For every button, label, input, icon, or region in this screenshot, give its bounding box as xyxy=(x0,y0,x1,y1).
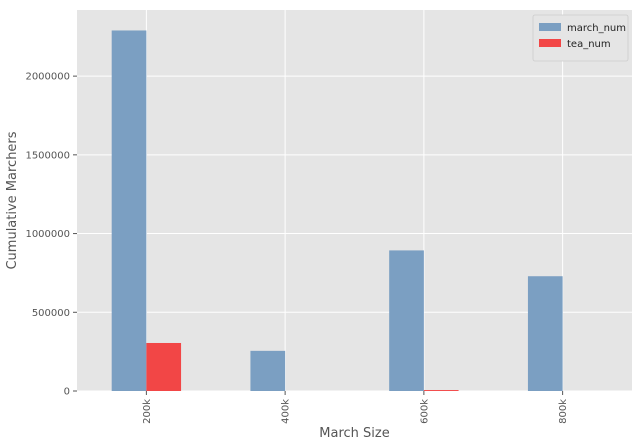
x-axis-label: March Size xyxy=(319,426,389,441)
bar-march_num-400k xyxy=(250,350,286,391)
y-axis-label: Cumulative Marchers xyxy=(5,131,20,269)
legend-swatch-tea_num xyxy=(539,39,561,47)
legend: march_num tea_num xyxy=(532,14,629,62)
x-tick-label: 600k xyxy=(419,399,430,424)
y-tick-label: 1000000 xyxy=(25,229,70,240)
bar-tea_num-200k xyxy=(146,342,182,391)
x-tick-label: 800k xyxy=(558,399,569,424)
y-tick-label: 500000 xyxy=(32,308,70,319)
legend-box xyxy=(532,14,629,62)
y-tick-label: 2000000 xyxy=(25,72,70,83)
x-tick-label: 400k xyxy=(281,399,292,424)
y-tick-label: 1500000 xyxy=(25,150,70,161)
legend-label-march_num: march_num xyxy=(567,23,626,34)
y-axis-ticks: 0 500000 1000000 1500000 2000000 xyxy=(25,72,77,398)
bars xyxy=(111,30,563,391)
x-axis-ticks: 200k 400k 600k 800k xyxy=(142,391,569,424)
bar-march_num-200k xyxy=(111,30,147,391)
bar-march_num-600k xyxy=(389,250,424,391)
bar-march_num-800k xyxy=(527,276,563,391)
legend-label-tea_num: tea_num xyxy=(567,39,611,50)
x-tick-label: 200k xyxy=(142,399,153,424)
y-tick-label: 0 xyxy=(64,387,70,398)
legend-swatch-march_num xyxy=(539,23,561,31)
bar-tea_num-600k xyxy=(423,390,459,391)
